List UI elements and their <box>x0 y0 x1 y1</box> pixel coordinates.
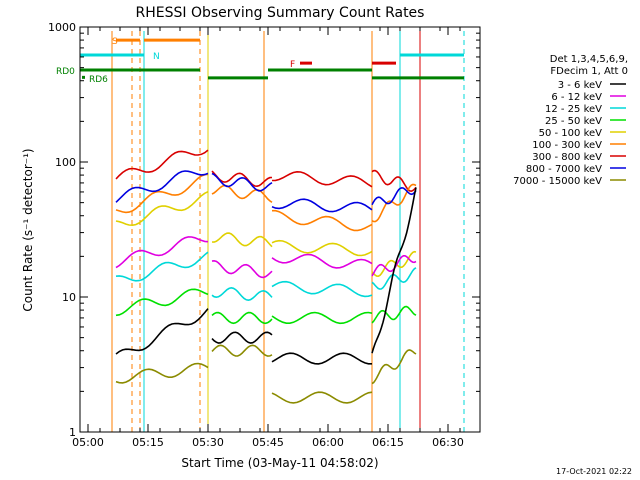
count-rate-series-line <box>115 288 209 317</box>
legend-entry-label: 800 - 7000 keV <box>526 164 602 175</box>
count-rate-series-line <box>371 349 417 385</box>
legend-entry-label: 6 - 12 keV <box>551 92 602 103</box>
rd6-flag-marker <box>82 75 85 79</box>
count-rate-series-line <box>211 170 273 188</box>
legend-entry-label: 100 - 300 keV <box>532 140 602 151</box>
legend-entry-label: 7000 - 15000 keV <box>513 176 602 187</box>
count-rate-series-line <box>211 184 273 203</box>
count-rate-series-line <box>271 352 372 365</box>
x-tick-label: 05:45 <box>252 436 284 449</box>
count-rate-series-line <box>271 198 373 213</box>
count-rate-series-line <box>271 170 373 188</box>
axes: 05:00 05:15 05:30 05:45 06:00 06:15 06:30 1 10 10… <box>48 21 481 449</box>
saa-flag-label: S <box>112 37 118 47</box>
rd6-flag-label: RD6 <box>89 75 108 85</box>
count-rate-series-line <box>371 187 417 354</box>
night-flag-label: N <box>153 52 160 62</box>
count-rate-series-line <box>211 311 273 325</box>
count-rate-series-line <box>211 172 273 192</box>
rd0-flag-label: RD0 <box>56 67 75 77</box>
legend-header: FDecim 1, Att 0 <box>550 66 628 77</box>
count-rate-series-line <box>271 239 373 257</box>
count-rate-series-line <box>211 232 273 248</box>
count-rate-series-line <box>371 183 417 223</box>
count-rate-series-line <box>271 253 373 269</box>
footer-date: 17-Oct-2021 02:22 <box>556 467 632 476</box>
y-tick-label: 100 <box>55 156 76 169</box>
chart-title: RHESSI Observing Summary Count Rates <box>136 5 425 21</box>
flare-flag-label: F <box>290 60 295 70</box>
legend-entry-label: 50 - 100 keV <box>539 128 603 139</box>
count-rate-series-line <box>371 186 417 206</box>
y-tick-label: 1000 <box>48 21 76 34</box>
count-rate-series-line <box>211 331 273 344</box>
count-rate-series-line <box>271 280 373 298</box>
count-rate-series-line <box>272 209 373 232</box>
x-tick-label: 06:30 <box>432 436 464 449</box>
x-tick-label: 05:00 <box>72 436 104 449</box>
count-rate-series-line <box>211 259 273 279</box>
x-tick-label: 06:15 <box>372 436 404 449</box>
chart-marks: S N F RD0 RD6 <box>56 31 465 432</box>
count-rate-series-line <box>271 391 373 404</box>
legend-entry-label: 25 - 50 keV <box>545 116 602 127</box>
x-tick-label: 05:30 <box>192 436 224 449</box>
y-tick-label: 10 <box>62 291 76 304</box>
count-rate-series-line <box>271 311 373 325</box>
legend-entry-label: 3 - 6 keV <box>558 80 602 91</box>
legend-entry-label: 12 - 25 keV <box>545 104 602 115</box>
count-rate-series-line <box>115 190 209 227</box>
count-rate-series-line <box>371 305 417 324</box>
count-rate-series-line <box>115 362 209 384</box>
x-axis-label: Start Time (03-May-11 04:58:02) <box>181 456 378 470</box>
count-rate-series-line <box>115 236 209 269</box>
legend: Det 1,3,4,5,6,9,FDecim 1, Att 0 3 - 6 keV… <box>513 54 628 187</box>
count-rate-series-line <box>211 286 273 302</box>
count-rate-series-line <box>115 308 209 355</box>
y-axis-label: Count Rate (s⁻¹ detector⁻¹) <box>21 148 35 311</box>
x-tick-label: 05:15 <box>132 436 164 449</box>
count-rate-series-line <box>371 267 417 290</box>
count-rate-series-line <box>115 173 209 214</box>
count-rate-series-line <box>115 149 209 180</box>
count-rate-series-line <box>211 344 273 357</box>
y-tick-label: 1 <box>69 426 76 439</box>
count-rate-series-line <box>115 170 209 203</box>
count-rate-series-line <box>115 251 209 282</box>
x-tick-label: 06:00 <box>312 436 344 449</box>
legend-entry-label: 300 - 800 keV <box>532 152 602 163</box>
legend-header: Det 1,3,4,5,6,9, <box>550 54 628 65</box>
